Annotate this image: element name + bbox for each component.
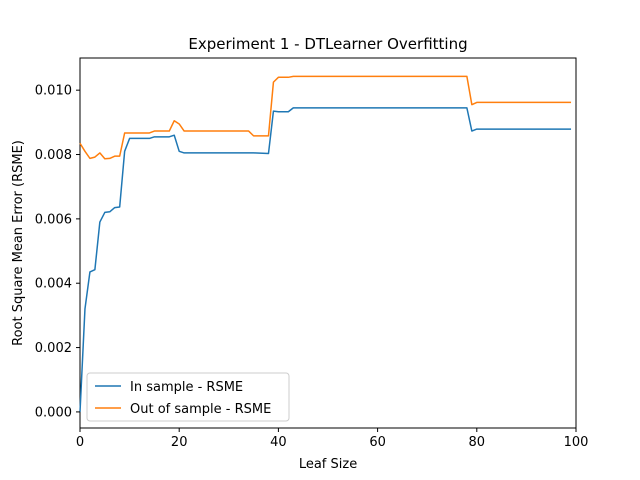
y-tick-label: 0.002: [35, 341, 72, 356]
x-tick-label: 100: [564, 435, 589, 450]
y-tick-label: 0.008: [35, 148, 72, 163]
y-tick-label: 0.006: [35, 212, 72, 227]
y-tick-label: 0.010: [35, 84, 72, 99]
x-tick-label: 80: [469, 435, 486, 450]
legend-box: [86, 372, 290, 422]
x-tick-label: 60: [369, 435, 386, 450]
x-tick-label: 0: [76, 435, 84, 450]
series-line-1: [79, 75, 572, 160]
x-tick-label: 20: [171, 435, 188, 450]
y-axis-ticks: 0.000 0.002 0.004 0.006 0.008 0.010: [35, 84, 80, 420]
x-axis-label: Leaf Size: [299, 457, 357, 472]
x-axis-ticks: 0 20 40 60 80 100: [76, 428, 589, 450]
series-line-0: [79, 107, 572, 412]
y-tick-label: 0.000: [35, 405, 72, 420]
series-layer: [79, 75, 572, 412]
legend: In sample - RSME Out of sample - RSME: [86, 372, 290, 422]
plot-area-frame: [79, 57, 577, 429]
chart-title: Experiment 1 - DTLearner Overfitting: [188, 35, 467, 53]
legend-label-out-of-sample: Out of sample - RSME: [130, 402, 271, 417]
y-axis-label: Root Square Mean Error (RSME): [11, 140, 26, 346]
x-tick-label: 40: [270, 435, 287, 450]
y-tick-label: 0.004: [35, 277, 72, 292]
legend-label-in-sample: In sample - RSME: [130, 380, 243, 395]
